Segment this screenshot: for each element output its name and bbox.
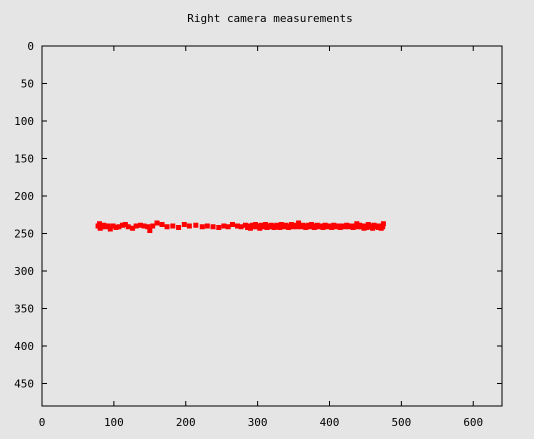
data-point xyxy=(277,225,283,230)
data-point xyxy=(154,220,160,226)
data-point xyxy=(296,220,302,226)
data-point xyxy=(186,223,192,229)
y-tick-label: 450 xyxy=(14,378,34,391)
y-tick-label: 150 xyxy=(14,153,34,166)
data-point xyxy=(354,221,360,227)
data-point xyxy=(235,223,240,229)
x-tick-label: 500 xyxy=(391,416,411,429)
y-tick-label: 350 xyxy=(14,303,34,316)
data-point xyxy=(221,223,227,229)
data-point xyxy=(133,223,139,229)
data-point xyxy=(130,225,136,231)
data-point xyxy=(380,224,386,230)
y-tick-label: 100 xyxy=(14,115,34,128)
x-tick-label: 100 xyxy=(104,416,124,429)
data-point xyxy=(116,224,122,230)
x-tick-label: 400 xyxy=(320,416,340,429)
data-point xyxy=(176,225,182,230)
data-point xyxy=(97,221,102,227)
data-point xyxy=(159,222,165,227)
y-tick-label: 50 xyxy=(21,78,34,91)
data-point xyxy=(294,224,300,230)
y-tick-label: 200 xyxy=(14,190,34,203)
data-point xyxy=(210,224,216,230)
y-tick-label: 300 xyxy=(14,265,34,278)
data-point xyxy=(120,222,125,228)
data-point xyxy=(370,225,376,231)
data-point xyxy=(125,224,131,230)
data-point xyxy=(147,228,153,233)
x-tick-label: 200 xyxy=(176,416,196,429)
data-point xyxy=(216,225,222,230)
data-point xyxy=(193,222,199,228)
data-point xyxy=(364,225,370,230)
x-tick-label: 600 xyxy=(463,416,483,429)
data-point xyxy=(145,224,151,230)
plot-frame xyxy=(41,45,503,407)
data-point xyxy=(110,223,116,229)
data-point xyxy=(164,224,170,230)
data-point xyxy=(257,225,263,231)
x-tick-label: 300 xyxy=(248,416,268,429)
data-point xyxy=(113,225,119,230)
data-point xyxy=(137,222,143,228)
data-point xyxy=(141,223,147,229)
data-point xyxy=(247,225,253,231)
data-point xyxy=(107,226,113,232)
data-point xyxy=(380,221,386,227)
data-point xyxy=(263,222,269,227)
data-point xyxy=(238,224,244,230)
chart-title: Right camera measurements xyxy=(187,12,353,25)
data-point xyxy=(225,224,231,230)
data-point xyxy=(181,222,187,227)
data-point xyxy=(170,223,176,229)
y-tick-label: 0 xyxy=(27,40,34,53)
x-tick-label: 0 xyxy=(39,416,46,429)
data-point xyxy=(204,223,210,229)
y-tick-label: 400 xyxy=(14,340,34,353)
data-point xyxy=(229,222,235,227)
data-point xyxy=(150,223,156,229)
y-tick-label: 250 xyxy=(14,228,34,241)
data-point xyxy=(199,224,205,230)
data-point xyxy=(105,223,111,229)
data-point xyxy=(122,222,128,227)
